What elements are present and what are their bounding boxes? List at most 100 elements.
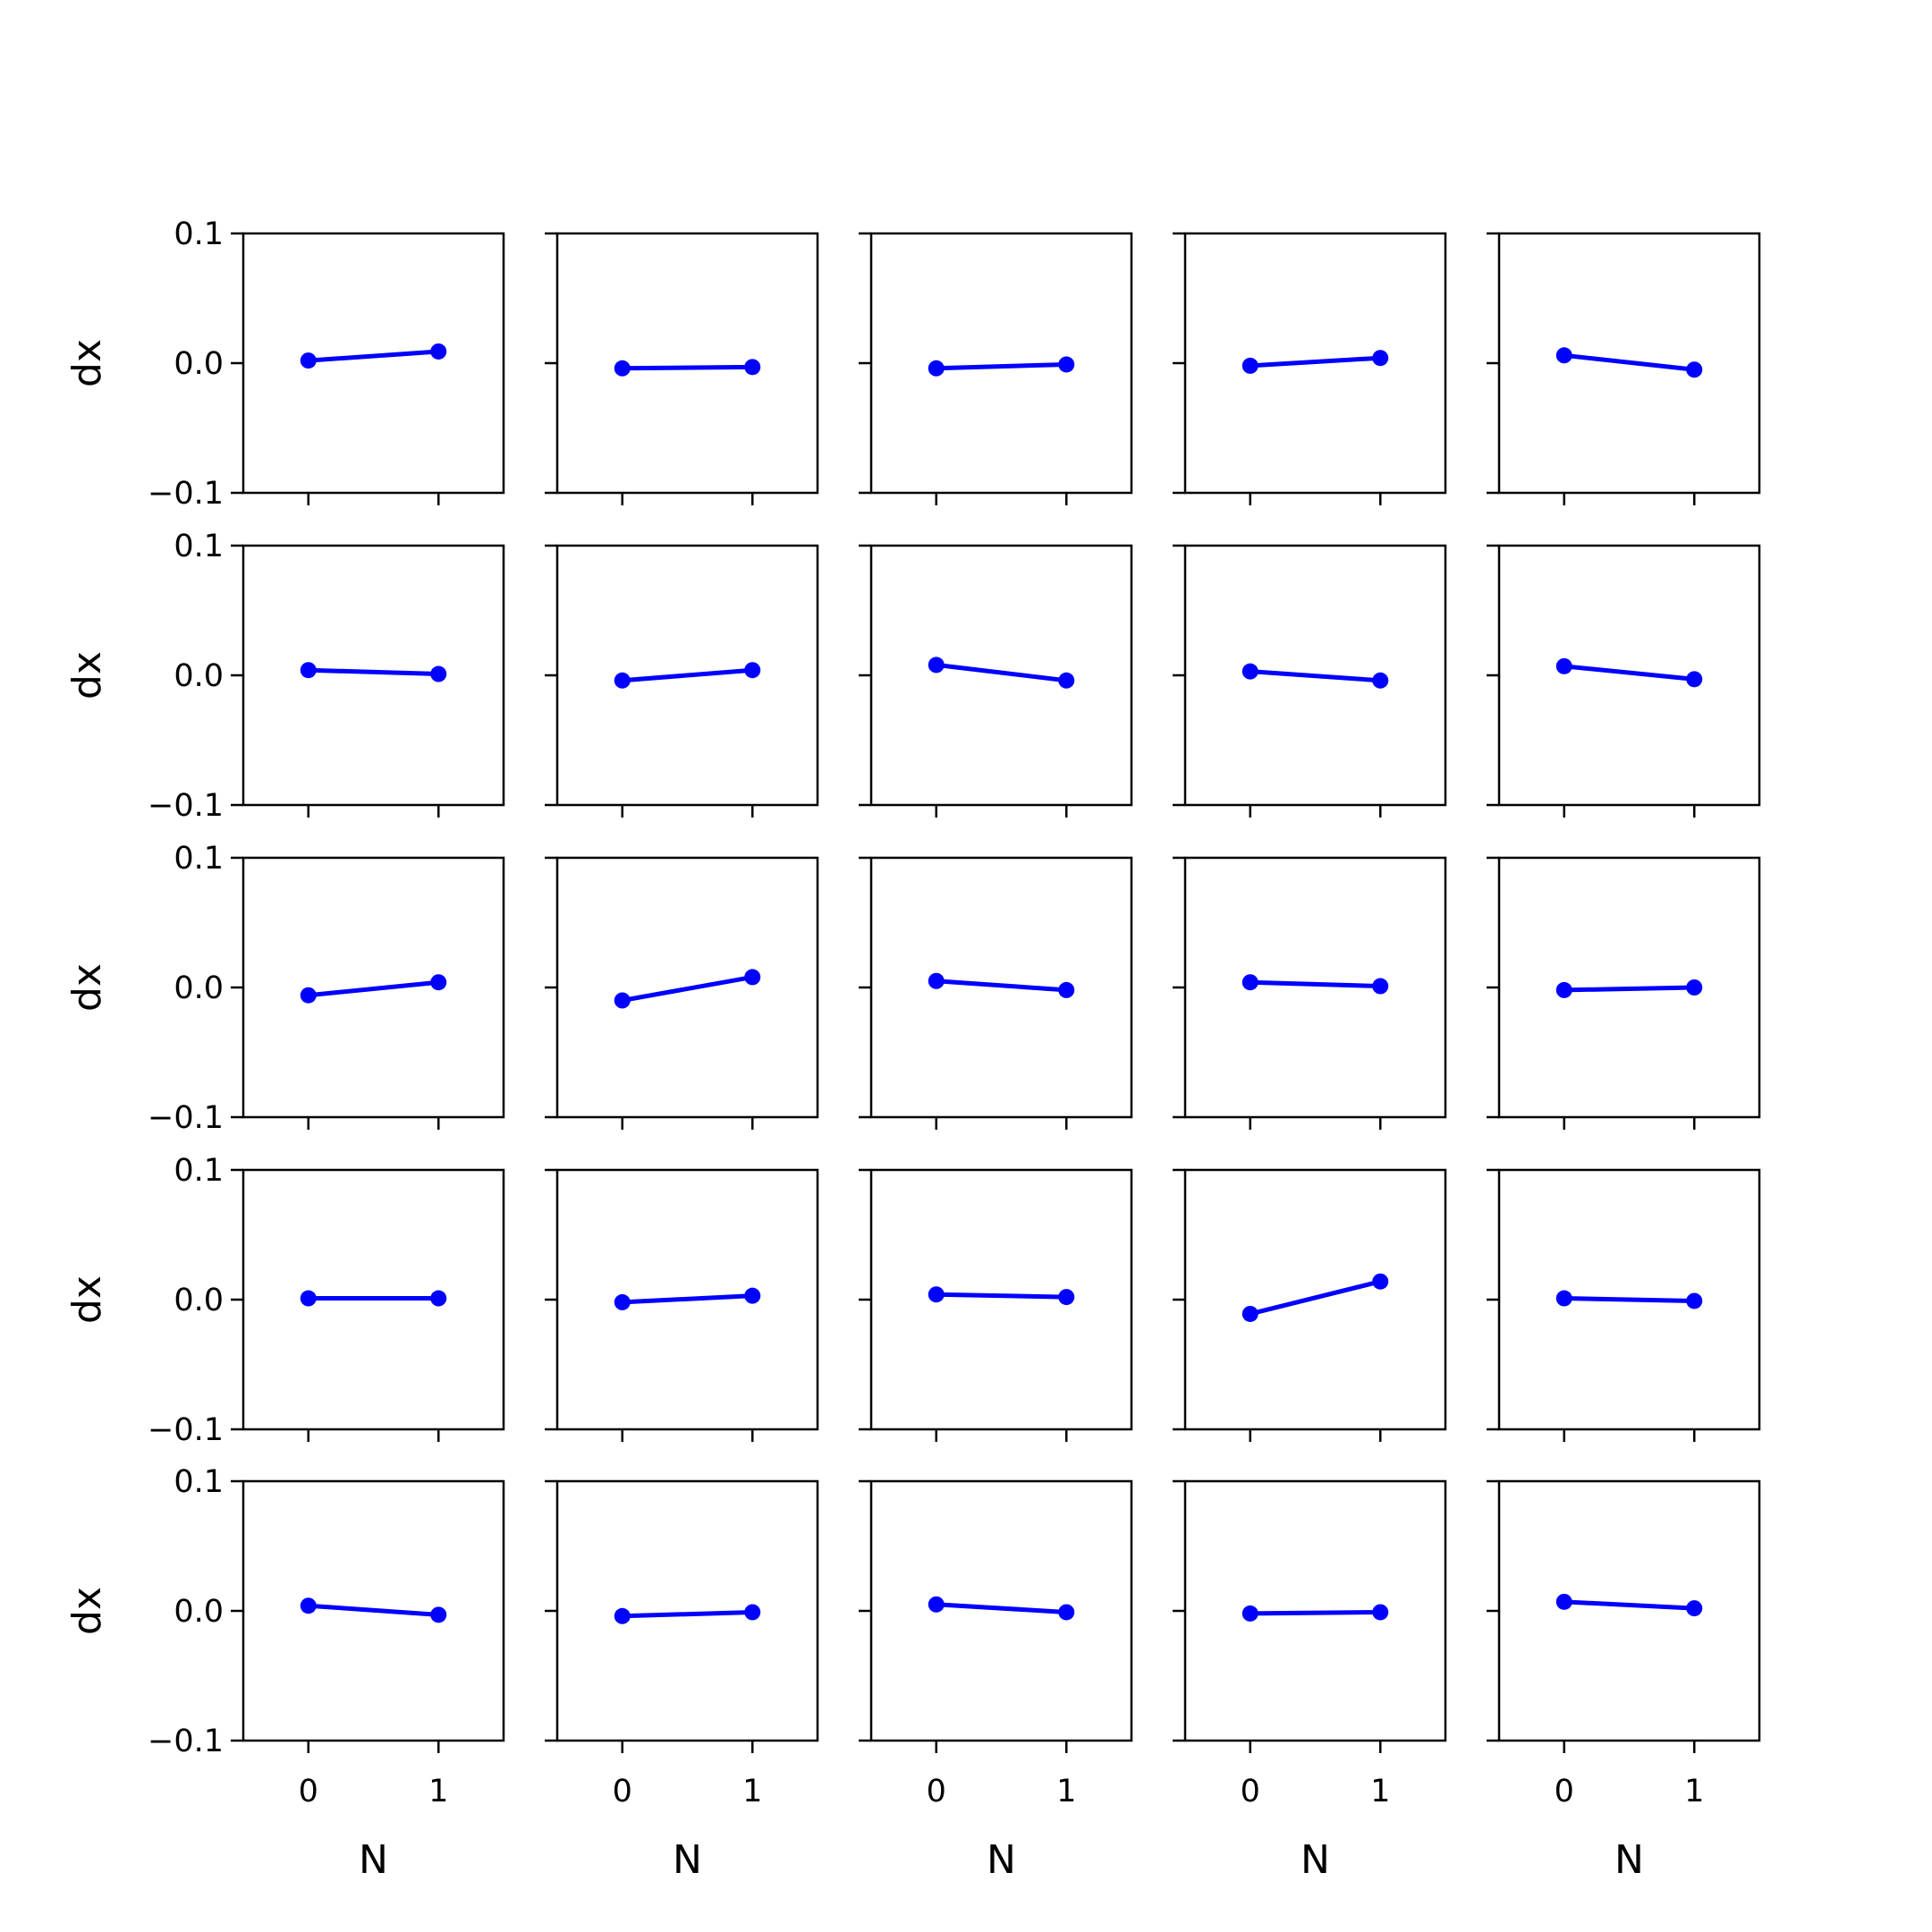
series-line — [308, 979, 439, 998]
axes-frame — [242, 232, 505, 495]
x-tick-label: 0 — [613, 1774, 632, 1809]
y-tick-label: 0.0 — [174, 658, 224, 694]
data-point — [430, 1606, 447, 1623]
axes-frame — [1497, 856, 1761, 1119]
axes-frame — [1497, 544, 1761, 807]
data-point — [1686, 671, 1703, 688]
data-point — [928, 657, 945, 674]
axes-frame — [242, 544, 505, 807]
y-tick-label: 0.1 — [174, 1464, 224, 1500]
axes-frame — [869, 544, 1133, 807]
axes-frame — [1497, 1168, 1761, 1431]
axes-frame — [1183, 1479, 1447, 1742]
series-line — [1250, 669, 1381, 683]
series-line — [308, 667, 439, 677]
y-tick-label: 0.1 — [174, 1153, 224, 1189]
y-axis-label: dx — [64, 339, 110, 387]
y-tick-label: −0.1 — [148, 1724, 224, 1759]
y-tick-label: 0.0 — [174, 970, 224, 1006]
data-point — [1555, 1290, 1572, 1307]
y-axis-label: dx — [64, 1587, 110, 1635]
data-point — [1372, 350, 1389, 367]
y-tick-label: 0.1 — [174, 529, 224, 564]
y-tick-label: −0.1 — [148, 476, 224, 512]
data-point — [614, 992, 631, 1009]
data-point — [1372, 1273, 1389, 1290]
x-axis-label: N — [673, 1837, 702, 1883]
data-point — [1058, 672, 1075, 689]
y-tick-label: −0.1 — [148, 1100, 224, 1136]
y-tick-label: 0.0 — [174, 346, 224, 382]
y-tick-label: 0.0 — [174, 1283, 224, 1318]
series-line — [1250, 1609, 1381, 1616]
series-line — [936, 662, 1067, 683]
y-tick-label: 0.0 — [174, 1594, 224, 1630]
y-tick-label: −0.1 — [148, 1412, 224, 1448]
axes-frame — [242, 856, 505, 1119]
data-point — [1058, 356, 1075, 373]
data-point — [1555, 347, 1572, 364]
axes-frame — [1183, 1168, 1447, 1431]
axes-frame — [1497, 232, 1761, 495]
series-line — [1563, 664, 1695, 682]
data-point — [1058, 1604, 1075, 1621]
axes-frame — [869, 1168, 1133, 1431]
data-point — [300, 987, 317, 1004]
data-point — [300, 1597, 317, 1614]
x-tick-label: 0 — [299, 1774, 318, 1809]
data-point — [744, 662, 761, 679]
data-point — [430, 665, 447, 682]
axes-frame — [869, 856, 1133, 1119]
y-tick-label: 0.1 — [174, 216, 224, 252]
series-line — [1250, 355, 1381, 369]
data-point — [928, 972, 945, 989]
data-point — [928, 360, 945, 377]
axes-frame — [242, 1168, 505, 1431]
axes-frame — [1183, 856, 1447, 1119]
axes-frame — [555, 1168, 819, 1431]
data-point — [614, 360, 631, 377]
axes-frame — [555, 856, 819, 1119]
data-point — [928, 1286, 945, 1303]
data-point — [1686, 979, 1703, 996]
series-line — [1563, 352, 1695, 372]
series-line — [308, 349, 439, 363]
series-line — [1563, 1296, 1695, 1303]
data-point — [1555, 657, 1572, 674]
data-point — [300, 352, 317, 369]
y-axis-label: dx — [64, 651, 110, 699]
y-tick-label: −0.1 — [148, 788, 224, 824]
data-point — [744, 359, 761, 376]
data-point — [614, 1607, 631, 1624]
series-line — [622, 974, 753, 1003]
x-tick-label: 1 — [1684, 1774, 1704, 1809]
axes-frame — [555, 232, 819, 495]
data-point — [1241, 1605, 1258, 1622]
data-point — [430, 343, 447, 360]
series-line — [1250, 979, 1381, 989]
x-tick-label: 0 — [927, 1774, 946, 1809]
data-point — [1372, 1604, 1389, 1621]
data-point — [744, 1604, 761, 1621]
data-point — [430, 974, 447, 991]
data-point — [1241, 357, 1258, 374]
series-line — [1563, 1599, 1695, 1611]
axes-frame — [555, 544, 819, 807]
x-tick-label: 0 — [1241, 1774, 1260, 1809]
data-point — [744, 1287, 761, 1304]
x-axis-label: N — [987, 1837, 1016, 1883]
axes-frame — [1183, 544, 1447, 807]
series-line — [1563, 985, 1695, 993]
data-point — [1555, 981, 1572, 998]
series-line — [308, 1603, 439, 1617]
data-point — [928, 1596, 945, 1613]
data-point — [1241, 663, 1258, 680]
x-tick-label: 0 — [1555, 1774, 1574, 1809]
x-axis-label: N — [1301, 1837, 1330, 1883]
y-axis-label: dx — [64, 963, 110, 1012]
axes-frame — [1497, 1479, 1761, 1742]
series-line — [622, 364, 753, 371]
series-line — [622, 667, 753, 683]
series-line — [936, 979, 1067, 993]
